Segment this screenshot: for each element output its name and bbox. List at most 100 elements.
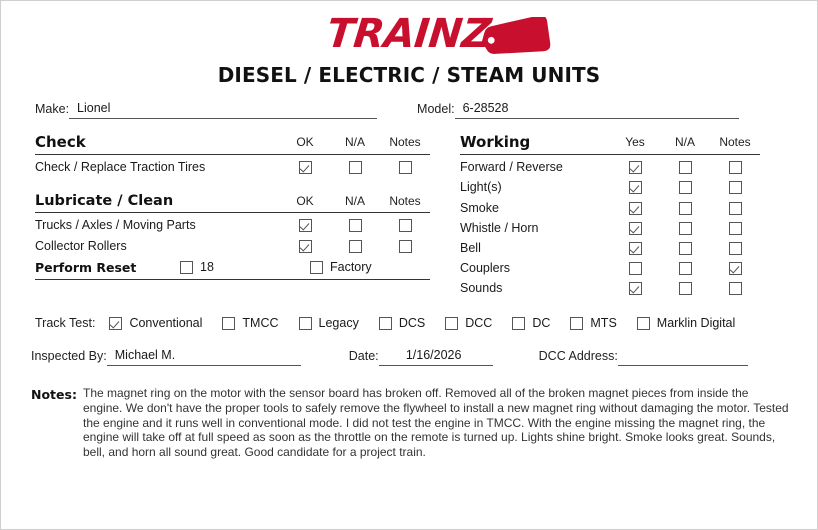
working-row-1-yes-cell bbox=[610, 175, 660, 195]
track-test-row: Track Test: Conventional TMCC Legacy DCS… bbox=[1, 316, 817, 330]
track-test-tmcc-checkbox[interactable] bbox=[222, 316, 236, 330]
working-row-4-yes-checkbox[interactable] bbox=[628, 242, 642, 256]
check-row-0-na-checkbox[interactable] bbox=[348, 161, 362, 175]
working-row-6-notes-checkbox[interactable] bbox=[728, 282, 742, 296]
track-test-option-legacy[interactable]: Legacy bbox=[298, 316, 359, 330]
working-row-0-yes-checkbox[interactable] bbox=[628, 161, 642, 175]
check-col-na: N/A bbox=[344, 135, 365, 149]
working-row-4-notes-checkbox[interactable] bbox=[728, 242, 742, 256]
working-row-0-notes-checkbox[interactable] bbox=[728, 161, 742, 175]
lubricate-row-1-na-checkbox[interactable] bbox=[348, 239, 362, 253]
lubricate-row-0-ok-checkbox[interactable] bbox=[298, 219, 312, 233]
track-test-option-dcc[interactable]: DCC bbox=[445, 316, 492, 330]
notes-row: Notes: The magnet ring on the motor with… bbox=[1, 386, 817, 459]
track-test-option-dc[interactable]: DC bbox=[512, 316, 550, 330]
track-test-dcs-checkbox[interactable] bbox=[378, 316, 392, 330]
working-row-6-na-cell bbox=[660, 276, 710, 296]
lubricate-section: Lubricate / Clean OK N/A Notes Trucks / … bbox=[35, 193, 430, 253]
inspection-row: Inspected By: Michael M. Date: 1/16/2026… bbox=[1, 348, 817, 367]
working-row-3-na-checkbox[interactable] bbox=[678, 221, 692, 235]
date-label: Date: bbox=[348, 349, 379, 364]
lubricate-row-0-na-checkbox[interactable] bbox=[348, 219, 362, 233]
working-row-1-na-checkbox[interactable] bbox=[678, 181, 692, 195]
model-field[interactable]: Model: 6-28528 bbox=[417, 101, 739, 119]
working-row-5-notes-checkbox[interactable] bbox=[728, 262, 742, 276]
section-gap bbox=[35, 175, 430, 193]
track-test-dc-label: DC bbox=[532, 316, 551, 331]
track-test-dcc-checkbox[interactable] bbox=[445, 316, 459, 330]
dcc-address-input[interactable] bbox=[617, 348, 748, 367]
date-input[interactable]: 1/16/2026 bbox=[378, 348, 493, 367]
working-row-0-notes-cell bbox=[710, 155, 760, 176]
working-row-2-yes-checkbox[interactable] bbox=[628, 201, 642, 215]
check-row-0-notes-checkbox[interactable] bbox=[398, 161, 412, 175]
lubricate-row-1-label: Collector Rollers bbox=[35, 238, 127, 253]
working-row-4-na-checkbox[interactable] bbox=[678, 242, 692, 256]
lubricate-row-1-ok-checkbox[interactable] bbox=[298, 239, 312, 253]
working-row-2-notes-checkbox[interactable] bbox=[728, 201, 742, 215]
working-row-5-yes-checkbox[interactable] bbox=[628, 262, 642, 276]
make-field[interactable]: Make: Lionel bbox=[35, 101, 378, 119]
working-row-2-na-cell bbox=[660, 195, 710, 215]
working-col-yes: Yes bbox=[625, 135, 645, 149]
track-test-dc-checkbox[interactable] bbox=[512, 316, 526, 330]
lubricate-row-1-na-cell bbox=[330, 233, 380, 253]
lubricate-row-0-notes-checkbox[interactable] bbox=[398, 219, 412, 233]
inspected-by-field[interactable]: Inspected By: Michael M. bbox=[31, 348, 301, 367]
track-test-option-marklin-digital[interactable]: Marklin Digital bbox=[636, 316, 736, 331]
check-col-notes: Notes bbox=[389, 135, 421, 149]
model-input[interactable]: 6-28528 bbox=[454, 101, 739, 119]
working-row-1-notes-checkbox[interactable] bbox=[728, 181, 742, 195]
lubricate-row-0-notes-cell bbox=[380, 213, 430, 234]
track-test-mts-checkbox[interactable] bbox=[570, 316, 584, 330]
working-row-5-yes-cell bbox=[610, 256, 660, 276]
track-test-option-conventional[interactable]: Conventional bbox=[109, 316, 202, 330]
lubricate-col-notes: Notes bbox=[389, 194, 421, 209]
working-row-4-label: Bell bbox=[460, 240, 481, 255]
dcc-address-field[interactable]: DCC Address: bbox=[539, 348, 748, 367]
check-row-0-notes-cell bbox=[380, 155, 430, 176]
track-test-marklin-digital-checkbox[interactable] bbox=[636, 316, 650, 330]
perform-reset-row: Perform Reset 18 Factory bbox=[35, 260, 430, 279]
working-row-3-yes-checkbox[interactable] bbox=[628, 221, 642, 235]
inspected-by-input[interactable]: Michael M. bbox=[106, 348, 301, 367]
checklist-columns: Check OK N/A Notes Check / Replace Tract… bbox=[1, 133, 817, 296]
working-row-1-label: Light(s) bbox=[460, 180, 502, 195]
working-row-2-yes-cell bbox=[610, 195, 660, 215]
working-row-3-notes-checkbox[interactable] bbox=[728, 221, 742, 235]
reset-option-factory[interactable]: Factory bbox=[310, 260, 430, 279]
working-row-0-na-checkbox[interactable] bbox=[678, 161, 692, 175]
lubricate-col-na: N/A bbox=[344, 194, 365, 209]
page-title: DIESEL / ELECTRIC / STEAM UNITS bbox=[217, 63, 601, 87]
track-test-marklin-digital-label: Marklin Digital bbox=[656, 316, 736, 331]
track-test-conventional-checkbox[interactable] bbox=[109, 316, 123, 330]
check-row-0-ok-checkbox[interactable] bbox=[298, 161, 312, 175]
working-row-1-yes-checkbox[interactable] bbox=[628, 181, 642, 195]
date-field[interactable]: Date: 1/16/2026 bbox=[348, 348, 493, 367]
reset-option-18[interactable]: 18 bbox=[180, 260, 310, 279]
working-row-5-na-checkbox[interactable] bbox=[678, 262, 692, 276]
working-col-na: N/A bbox=[674, 135, 695, 149]
working-row-6-na-checkbox[interactable] bbox=[678, 282, 692, 296]
notes-label: Notes: bbox=[31, 387, 77, 403]
make-input[interactable]: Lionel bbox=[69, 101, 378, 119]
lubricate-header-row: Lubricate / Clean OK N/A Notes bbox=[35, 193, 430, 212]
track-test-option-dcs[interactable]: DCS bbox=[378, 316, 425, 330]
lubricate-row-0-ok-cell bbox=[280, 213, 330, 234]
lubricate-row-1-notes-checkbox[interactable] bbox=[398, 239, 412, 253]
working-row-5-notes-cell bbox=[710, 256, 760, 276]
working-row-0-yes-cell bbox=[610, 155, 660, 176]
track-test-option-mts[interactable]: MTS bbox=[570, 316, 617, 330]
working-section: Working Yes N/A Notes Forward / Reverse … bbox=[460, 133, 760, 296]
reset-factory-checkbox[interactable] bbox=[310, 261, 323, 275]
reset-18-checkbox[interactable] bbox=[180, 261, 193, 275]
working-row-3-yes-cell bbox=[610, 216, 660, 236]
track-test-legacy-checkbox[interactable] bbox=[298, 316, 312, 330]
table-row: Couplers bbox=[460, 256, 760, 276]
perform-reset-title: Perform Reset bbox=[35, 259, 137, 275]
working-header-row: Working Yes N/A Notes bbox=[460, 133, 760, 154]
working-row-2-na-checkbox[interactable] bbox=[678, 201, 692, 215]
check-row-0-label: Check / Replace Traction Tires bbox=[35, 160, 206, 175]
working-row-6-yes-checkbox[interactable] bbox=[628, 282, 642, 296]
track-test-option-tmcc[interactable]: TMCC bbox=[222, 316, 279, 330]
